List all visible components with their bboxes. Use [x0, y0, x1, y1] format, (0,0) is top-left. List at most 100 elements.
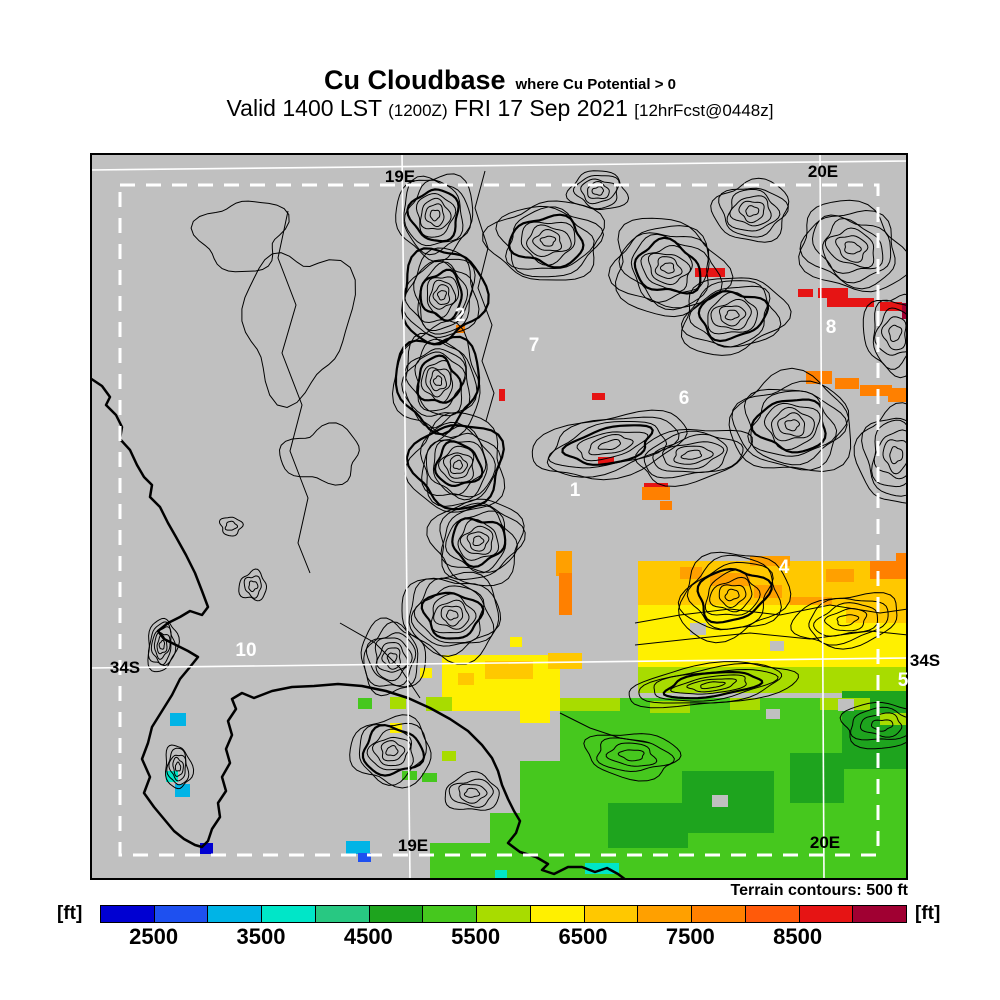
- terrain-contour: [381, 647, 401, 670]
- terrain-contour: [402, 247, 480, 338]
- terrain-contour: [402, 175, 472, 256]
- terrain-contour: [724, 309, 740, 321]
- terrain-contour: [859, 712, 903, 738]
- terrain-contour: [505, 206, 595, 270]
- terrain-contour: [224, 520, 238, 531]
- raster-cell: [690, 623, 706, 635]
- raster-cell: [806, 371, 832, 384]
- chart-title-main: Cu Cloudbase: [324, 65, 506, 95]
- valid-zulu-label: (1200Z): [388, 101, 448, 120]
- terrain-contour: [718, 305, 747, 327]
- colorbar-segment: [745, 906, 800, 922]
- terrain-contour: [385, 744, 399, 757]
- terrain-contour: [808, 597, 889, 646]
- forecast-ref-label: [12hrFcst@0448z]: [634, 101, 774, 120]
- terrain-contour: [882, 439, 908, 475]
- terrain-contour: [445, 510, 507, 574]
- terrain-contour: [360, 617, 427, 697]
- raster-cell: [880, 302, 902, 311]
- terrain-contour: [862, 293, 908, 379]
- terrain-contour: [339, 622, 421, 699]
- terrain-contour: [365, 632, 417, 687]
- raster-cell: [520, 761, 562, 880]
- terrain-contour: [403, 258, 476, 335]
- terrain-contour: [888, 324, 903, 343]
- terrain-contour: [466, 531, 490, 552]
- terrain-contour: [871, 719, 894, 732]
- terrain-contour: [813, 602, 879, 637]
- raster-cell: [499, 389, 505, 401]
- terrain-contour: [238, 568, 268, 602]
- terrain-contour: [404, 411, 506, 513]
- terrain-contour: [561, 424, 654, 466]
- terrain-contour: [405, 424, 505, 511]
- terrain-contour: [174, 761, 182, 772]
- terrain-contour: [647, 252, 692, 286]
- terrain-contour: [680, 449, 702, 460]
- terrain-contour: [153, 631, 171, 660]
- terrain-contour: [763, 402, 821, 451]
- terrain-contour: [436, 290, 447, 301]
- terrain-contour: [799, 209, 896, 290]
- terrain-contour: [750, 398, 827, 454]
- coastline-path: [90, 376, 627, 880]
- terrain-contour: [413, 259, 474, 331]
- chart-title-qualifier: where Cu Potential > 0: [515, 76, 676, 93]
- terrain-contour: [770, 406, 815, 442]
- colorbar-segment: [315, 906, 370, 922]
- terrain-contour: [726, 188, 781, 232]
- chart-title: Cu Cloudbase where Cu Potential > 0: [0, 66, 1000, 99]
- terrain-contour: [618, 232, 710, 311]
- raster-cell: [608, 803, 688, 848]
- colorbar-tick: 7500: [665, 924, 715, 949]
- terrain-contour: [572, 175, 620, 210]
- terrain-contour: [640, 244, 693, 293]
- raster-cell: [754, 585, 782, 598]
- colorbar-segment: [799, 906, 854, 922]
- terrain-contour: [428, 279, 457, 310]
- terrain-contour: [588, 433, 634, 456]
- raster-cell: [592, 393, 605, 400]
- terrain-contour: [404, 348, 467, 417]
- latlon-gridline: [90, 160, 908, 171]
- raster-cell: [695, 268, 725, 277]
- colorbar-segment: [477, 906, 531, 922]
- raster-cell: [200, 843, 213, 854]
- terrain-contour: [380, 740, 406, 762]
- raster-cell: [458, 673, 474, 685]
- colorbar-segment: [101, 906, 155, 922]
- raster-cell: [818, 288, 848, 298]
- raster-cell: [766, 709, 780, 719]
- raster-cell: [390, 697, 406, 709]
- terrain-contour: [643, 430, 744, 479]
- forecast-map: [90, 153, 908, 880]
- terrain-contour: [678, 551, 792, 644]
- terrain-contour: [166, 747, 190, 786]
- terrain-contour: [652, 433, 728, 474]
- colorbar-tick: 2500: [129, 924, 179, 949]
- valid-date-label: FRI 17 Sep 2021: [454, 95, 628, 121]
- raster-cell: [826, 569, 854, 582]
- raster-cell: [170, 713, 186, 726]
- terrain-contour: [419, 197, 452, 230]
- raster-cell: [430, 859, 460, 873]
- terrain-contour: [525, 224, 572, 258]
- terrain-contour: [531, 409, 688, 481]
- terrain-contour: [432, 439, 487, 496]
- raster-cell: [827, 298, 874, 307]
- terrain-contour: [707, 291, 759, 335]
- terrain-contour: [415, 192, 457, 238]
- colorbar-tick: 3500: [236, 924, 286, 949]
- terrain-contour: [835, 235, 869, 263]
- terrain-contour: [614, 217, 734, 318]
- raster-cell: [510, 637, 522, 647]
- terrain-contour: [241, 252, 356, 409]
- terrain-contour: [150, 626, 172, 666]
- terrain-contour: [680, 277, 792, 356]
- terrain-contour: [449, 454, 469, 474]
- terrain-contour: [850, 706, 908, 741]
- terrain-contour: [630, 233, 710, 303]
- terrain-contour: [591, 186, 604, 196]
- colorbar-tick: 4500: [343, 924, 393, 949]
- terrain-contour: [559, 712, 651, 744]
